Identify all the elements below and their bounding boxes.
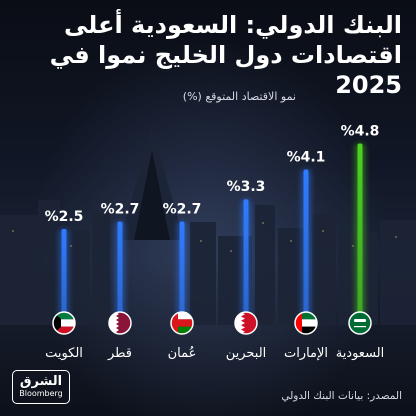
bar-3 xyxy=(243,199,249,322)
category-label: الإمارات xyxy=(284,346,328,361)
bahrain-flag-icon xyxy=(234,311,258,335)
bar-2 xyxy=(179,221,185,322)
bar-5 xyxy=(357,143,363,322)
category-label: السعودية xyxy=(336,346,385,361)
flag-ring xyxy=(108,311,132,335)
kuwait-flag-icon xyxy=(52,311,76,335)
value-label: %2.7 xyxy=(101,202,140,218)
source-note: المصدر: بيانات البنك الدولي xyxy=(281,390,402,402)
bar-0 xyxy=(61,229,67,322)
flag-ring xyxy=(348,311,372,335)
chart-title: البنك الدولي: السعودية أعلى اقتصادات دول… xyxy=(49,11,402,99)
flag-ring xyxy=(52,311,76,335)
bar-4 xyxy=(303,169,309,322)
logo-english-text: Bloomberg xyxy=(19,389,63,398)
flag-ring xyxy=(170,311,194,335)
asharq-bloomberg-logo: الشرق Bloomberg xyxy=(12,370,70,404)
bar-1 xyxy=(117,221,123,322)
uae-flag-icon xyxy=(294,311,318,335)
logo-arabic-text: الشرق xyxy=(19,374,63,389)
category-label: الكويت xyxy=(45,346,83,361)
value-label: %4.1 xyxy=(287,149,326,165)
category-label: عُمان xyxy=(168,345,197,361)
qatar-flag-icon xyxy=(108,311,132,335)
value-label: %2.5 xyxy=(45,209,84,225)
value-label: %4.8 xyxy=(341,123,380,139)
oman-flag-icon xyxy=(170,311,194,335)
category-label: قطر xyxy=(107,346,132,361)
value-label: %2.7 xyxy=(163,202,202,218)
flag-ring xyxy=(234,311,258,335)
y-axis-label: نمو الاقتصاد المتوقع (%) xyxy=(182,90,296,103)
value-label: %3.3 xyxy=(227,179,266,195)
category-label: البحرين xyxy=(226,346,267,361)
flag-ring xyxy=(294,311,318,335)
saudi-flag-icon xyxy=(348,311,372,335)
